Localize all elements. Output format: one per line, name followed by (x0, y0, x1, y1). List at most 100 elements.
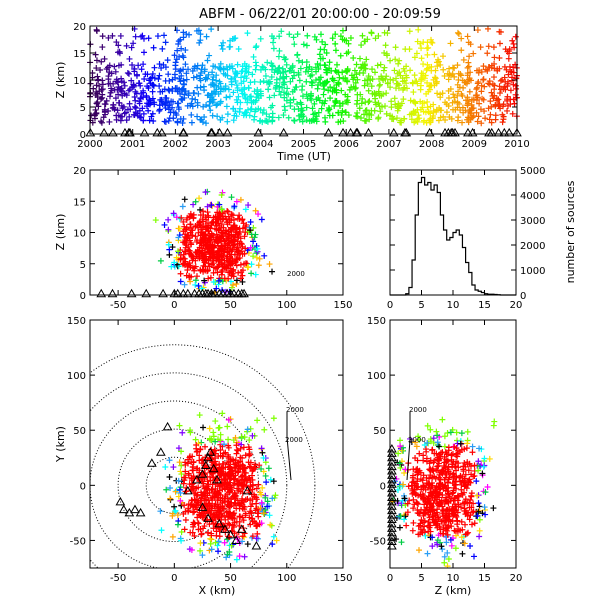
time-x-tick-label: 2006 (333, 139, 358, 150)
time-x-tick-label: 2007 (376, 139, 401, 150)
time-source-marker (504, 107, 511, 114)
xz-source-marker (253, 254, 260, 261)
yz-source-marker (471, 462, 478, 469)
time-source-marker (440, 66, 447, 73)
time-source-marker (504, 97, 511, 104)
plan-station-triangle (130, 504, 140, 514)
time-source-marker (154, 33, 161, 40)
yz-source-marker (426, 497, 433, 504)
time-station-triangle (214, 127, 225, 137)
time-source-marker (174, 100, 181, 107)
time-source-marker (107, 89, 114, 96)
yz-source-marker (410, 496, 417, 503)
time-source-marker (290, 34, 297, 41)
yz-source-marker (436, 443, 443, 450)
time-source-marker (488, 119, 495, 126)
plan-source-marker (193, 485, 200, 492)
time-source-marker (424, 51, 431, 58)
plan-annotation-2000-b: 2000 (285, 436, 303, 444)
time-source-marker (224, 72, 231, 79)
yz-source-marker (432, 518, 439, 525)
yz-source-marker (465, 467, 472, 474)
xz-source-marker (233, 262, 240, 269)
time-source-marker (411, 54, 418, 61)
xz-source-marker (212, 219, 219, 226)
xz-source-marker (170, 210, 177, 217)
time-source-marker (106, 118, 113, 125)
plan-source-marker (170, 464, 177, 471)
time-source-marker (260, 64, 267, 71)
time-source-marker (169, 76, 176, 83)
time-source-marker (106, 62, 113, 69)
time-source-marker (477, 44, 484, 51)
time-source-marker (295, 112, 302, 119)
time-source-marker (260, 78, 267, 85)
time-source-marker (108, 70, 115, 77)
time-source-marker (474, 27, 481, 34)
time-source-marker (287, 97, 294, 104)
time-source-marker (325, 107, 332, 114)
xz-source-marker (175, 248, 182, 255)
xz-source-marker (199, 235, 206, 242)
time-y-tick-label: 20 (73, 22, 86, 33)
time-x-axis-label: Time (UT) (276, 150, 331, 163)
yz-source-marker (416, 531, 423, 538)
xz-source-marker (204, 209, 211, 216)
time-source-marker (401, 115, 408, 122)
xz-source-marker (205, 212, 212, 219)
time-source-marker (268, 74, 275, 81)
plan-source-marker (235, 468, 242, 475)
time-source-marker (454, 62, 461, 69)
time-source-marker (342, 109, 349, 116)
plan-source-marker (240, 462, 247, 469)
time-source-marker (491, 54, 498, 61)
plan-station-triangle (146, 458, 157, 467)
plan-source-marker (239, 454, 246, 461)
yz-source-marker (415, 483, 422, 490)
time-source-marker (393, 115, 400, 122)
xz-source-marker (204, 266, 211, 273)
time-source-marker (206, 52, 213, 59)
yz-source-marker (401, 516, 408, 523)
time-station-triangle (178, 127, 189, 137)
yz-source-marker (424, 550, 431, 557)
xz-source-marker (213, 285, 220, 292)
time-source-marker (263, 117, 270, 124)
time-source-marker (180, 34, 187, 41)
yz-source-marker (436, 499, 443, 506)
yz-source-marker (461, 505, 468, 512)
plan-source-marker (202, 443, 209, 450)
plan-source-marker (175, 493, 182, 500)
xz-source-marker (180, 255, 187, 262)
yz-source-marker (468, 493, 475, 500)
time-source-marker (283, 61, 290, 68)
plan-source-marker (197, 540, 204, 547)
xz-source-marker (197, 266, 204, 273)
xz-source-marker (152, 217, 159, 224)
time-source-marker (144, 71, 151, 78)
time-source-marker (480, 76, 487, 83)
yz-scatter-layer (390, 416, 498, 568)
yz-source-marker (404, 500, 411, 507)
time-source-marker (259, 119, 266, 126)
xz-source-marker (225, 275, 232, 282)
time-source-marker (272, 66, 279, 73)
time-source-marker (458, 35, 465, 42)
xz-source-marker (237, 261, 244, 268)
plan-source-marker (255, 481, 262, 488)
range-rings (90, 344, 316, 568)
time-source-marker (140, 35, 147, 42)
xz-source-marker (166, 251, 173, 258)
time-source-marker (296, 77, 303, 84)
xz-source-marker (186, 214, 193, 221)
time-source-marker (306, 63, 313, 70)
plan-source-marker (249, 515, 256, 522)
xz-x-ticks: -50 0 50 100 150 (110, 170, 353, 311)
time-station-triangle (108, 127, 118, 137)
plan-source-marker (264, 503, 271, 510)
time-source-marker (388, 98, 395, 105)
time-source-marker (213, 77, 220, 84)
time-source-marker (297, 65, 304, 72)
plan-y-axis-label: Y (km) (54, 426, 67, 463)
plan-station-triangle (115, 496, 126, 506)
